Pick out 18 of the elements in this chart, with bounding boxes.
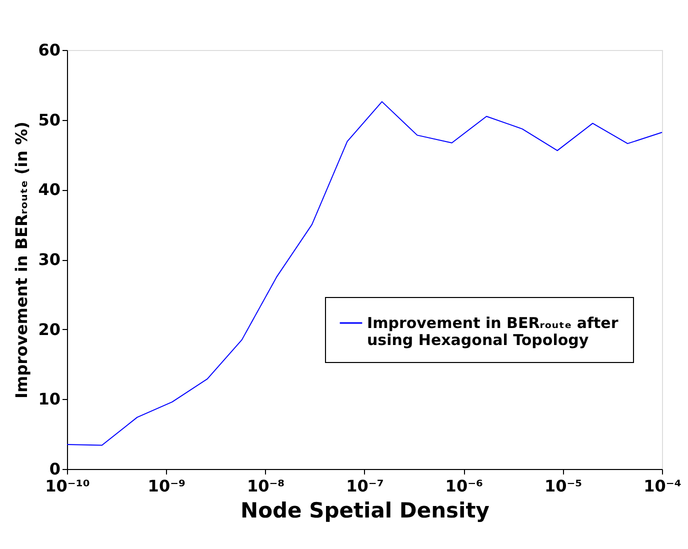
- line-series: [66, 101, 662, 446]
- y-axis-title: Improvement in BERᵣₒᵤₜₑ (in %): [12, 122, 32, 398]
- x-tick-label: 10⁻⁵: [544, 476, 582, 496]
- x-tick-label: 10⁻⁶: [445, 476, 484, 496]
- x-tick-label: 10⁻⁸: [246, 476, 285, 496]
- y-tick-label: 30: [38, 250, 60, 269]
- x-axis-title: Node Spetial Density: [240, 498, 490, 522]
- legend-label: Improvement in BERᵣₒᵤₜₑ after using Hexagonal Topology: [367, 314, 619, 349]
- y-tick-label: 0: [49, 460, 60, 478]
- y-tick-label: 40: [38, 180, 60, 200]
- x-tick-label: 10⁻¹⁰: [45, 476, 90, 496]
- y-tick-label: 20: [38, 320, 60, 339]
- x-tick-label: 10⁻⁴: [644, 476, 682, 496]
- y-tick-label: 60: [38, 40, 60, 60]
- y-tick-label: 10: [38, 390, 60, 409]
- x-tick-label: 10⁻⁹: [148, 476, 186, 496]
- y-tick-label: 50: [38, 110, 60, 130]
- x-tick-label: 10⁻⁷: [346, 476, 384, 496]
